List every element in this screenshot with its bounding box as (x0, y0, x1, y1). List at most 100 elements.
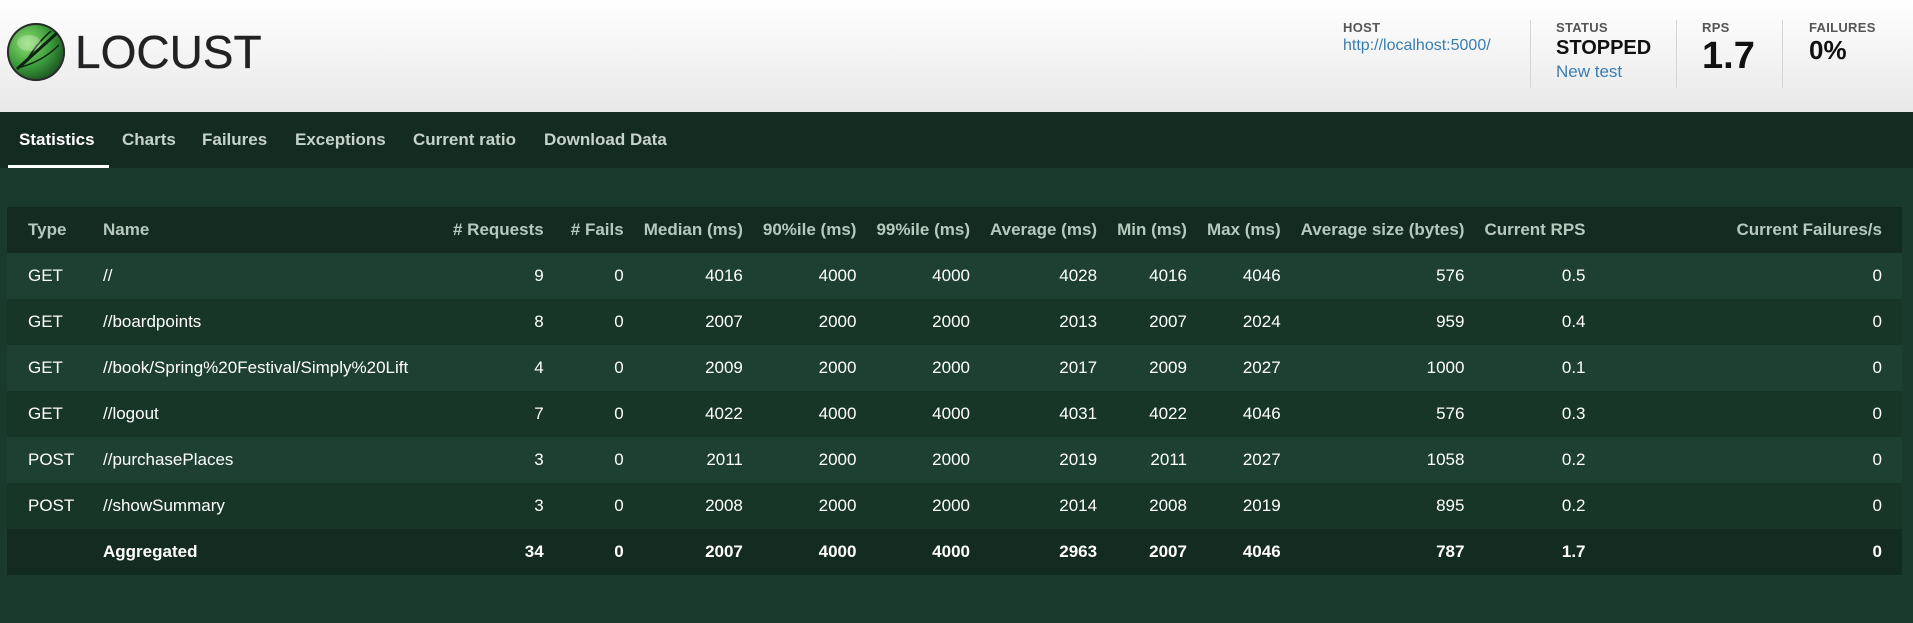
host-link[interactable]: http://localhost:5000/ (1343, 37, 1491, 54)
table-cell: 4022 (705, 404, 743, 423)
table-row: GET //book/Spring%20Festival/Simply%20Lif… (7, 345, 1902, 391)
aggregated-row: Aggregated 34 0 2007 4000 4000 2963 2007 4046 787… (7, 529, 1902, 575)
table-cell: 0 (1872, 404, 1882, 423)
column-header[interactable]: Average size (bytes) (1300, 220, 1465, 239)
tab-current-ratio[interactable]: Current ratio (413, 130, 516, 149)
table-cell: //boardpoints (103, 312, 202, 331)
table-cell: 2017 (1059, 358, 1098, 377)
table-cell: 8 (534, 312, 544, 331)
table-cell: 2009 (1149, 358, 1187, 377)
table-cell (7, 529, 103, 575)
table-cell: 895 (1436, 496, 1465, 515)
stat-divider (1782, 20, 1783, 88)
table-cell: 0 (614, 542, 624, 561)
column-header[interactable]: Median (ms) (643, 220, 743, 239)
table-cell: 0 (1872, 542, 1882, 561)
table-cell: 0.2 (1561, 496, 1586, 515)
header: LOCUST HOST http://localhost:5000/ STATU… (0, 0, 1913, 112)
table-cell: 4028 (1059, 266, 1098, 285)
table-cell: 2000 (932, 358, 970, 377)
table-cell: 2000 (932, 312, 970, 331)
table-cell: 2008 (1149, 496, 1187, 515)
table-cell: 2000 (818, 450, 857, 469)
column-header[interactable]: Current Failures/s (1736, 220, 1883, 239)
table-cell: 0 (614, 404, 624, 423)
table-cell: // (103, 266, 113, 285)
table-cell: 9 (534, 266, 544, 285)
table-cell: 4 (534, 358, 544, 377)
tab-exceptions[interactable]: Exceptions (295, 130, 386, 149)
table-cell: 0.2 (1561, 450, 1586, 469)
new-test-link[interactable]: New test (1556, 62, 1623, 81)
failures-stat: FAILURES 0% (1809, 20, 1876, 66)
column-header[interactable]: Type (28, 220, 67, 239)
column-header[interactable]: Max (ms) (1206, 220, 1281, 239)
table-row: POST //showSummary 3 0 2008 2000 2000 2014 2008 2… (7, 483, 1902, 529)
table-cell: 2008 (705, 496, 743, 515)
table-cell: 2007 (705, 312, 743, 331)
table-cell: 0 (1872, 358, 1882, 377)
table-cell: 2000 (818, 358, 857, 377)
table-cell: 0 (614, 358, 624, 377)
table-row: POST //purchasePlaces 3 0 2011 2000 2000 2019 20… (7, 437, 1902, 483)
table-cell: 2027 (1242, 358, 1281, 377)
table-cell: POST (28, 496, 75, 515)
table-cell: 4046 (1242, 266, 1281, 285)
table-cell: 2000 (932, 450, 970, 469)
status-value: STOPPED (1556, 37, 1652, 59)
table-cell: 4000 (932, 404, 970, 423)
table-cell: 0.3 (1561, 404, 1586, 423)
table-cell: 2007 (1149, 312, 1187, 331)
table-cell: 2000 (818, 496, 857, 515)
column-header[interactable]: 90%ile (ms) (762, 220, 857, 239)
table-cell: 2007 (705, 542, 743, 561)
statistics-table: Type Name # Requests # Fails Median (ms)… (7, 207, 1902, 575)
column-header[interactable]: Min (ms) (1117, 220, 1187, 239)
table-cell: POST (28, 450, 75, 469)
table-cell: 2007 (1149, 542, 1187, 561)
table-cell: 4046 (1242, 542, 1281, 561)
table-cell: 0.1 (1561, 358, 1586, 377)
table-cell: 787 (1436, 542, 1465, 561)
table-cell: 4000 (818, 404, 857, 423)
failures-value: 0% (1809, 35, 1847, 65)
table-cell: 0 (614, 450, 624, 469)
table-cell: //logout (103, 404, 159, 423)
column-header[interactable]: # Requests (453, 220, 544, 239)
table-row: GET //boardpoints 8 0 2007 2000 2000 2013 2007 20… (7, 299, 1902, 345)
table-cell: 2011 (706, 450, 743, 469)
table-header-row: Type Name # Requests # Fails Median (ms)… (7, 207, 1902, 253)
tab-download-data[interactable]: Download Data (544, 130, 667, 149)
table-cell: 2013 (1059, 312, 1098, 331)
column-header[interactable]: Name (103, 220, 150, 239)
tab-charts[interactable]: Charts (122, 130, 176, 149)
table-cell: //purchasePlaces (103, 450, 234, 469)
tab-failures[interactable]: Failures (202, 130, 268, 149)
table-cell: 576 (1436, 266, 1465, 285)
rps-stat: RPS 1.7 (1702, 20, 1755, 77)
table-cell: 4016 (705, 266, 743, 285)
rps-label: RPS (1702, 20, 1730, 35)
table-cell: 0 (614, 312, 624, 331)
table-row: GET // 9 0 4016 4000 4000 4028 4016 4046 576 0.5 0 (7, 253, 1902, 299)
logo-text: LOCUST (75, 26, 262, 78)
column-header[interactable]: Current RPS (1484, 220, 1586, 239)
table-cell: 2963 (1059, 542, 1098, 561)
table-body: GET//9 0 4016 4000 4000 4028 4016 4046 576 0.5 0 GE… (7, 253, 1902, 575)
tab-statistics[interactable]: Statistics (19, 130, 95, 149)
table-cell: 959 (1436, 312, 1465, 331)
table-cell: 1058 (1426, 450, 1465, 469)
table-cell: 2019 (1059, 450, 1098, 469)
table-cell: 3 (534, 450, 544, 469)
column-header[interactable]: Average (ms) (989, 220, 1098, 239)
host-stat: HOST http://localhost:5000/ (1343, 20, 1491, 55)
table-cell: 2000 (818, 312, 857, 331)
table-cell: 576 (1436, 404, 1465, 423)
column-header[interactable]: # Fails (570, 220, 624, 239)
table-cell: 4000 (818, 266, 857, 285)
table-cell: 2009 (705, 358, 743, 377)
table-cell: 1.7 (1561, 542, 1586, 561)
column-header[interactable]: 99%ile (ms) (876, 220, 970, 239)
table-cell: 4000 (818, 542, 857, 561)
table-cell: GET (28, 358, 63, 377)
